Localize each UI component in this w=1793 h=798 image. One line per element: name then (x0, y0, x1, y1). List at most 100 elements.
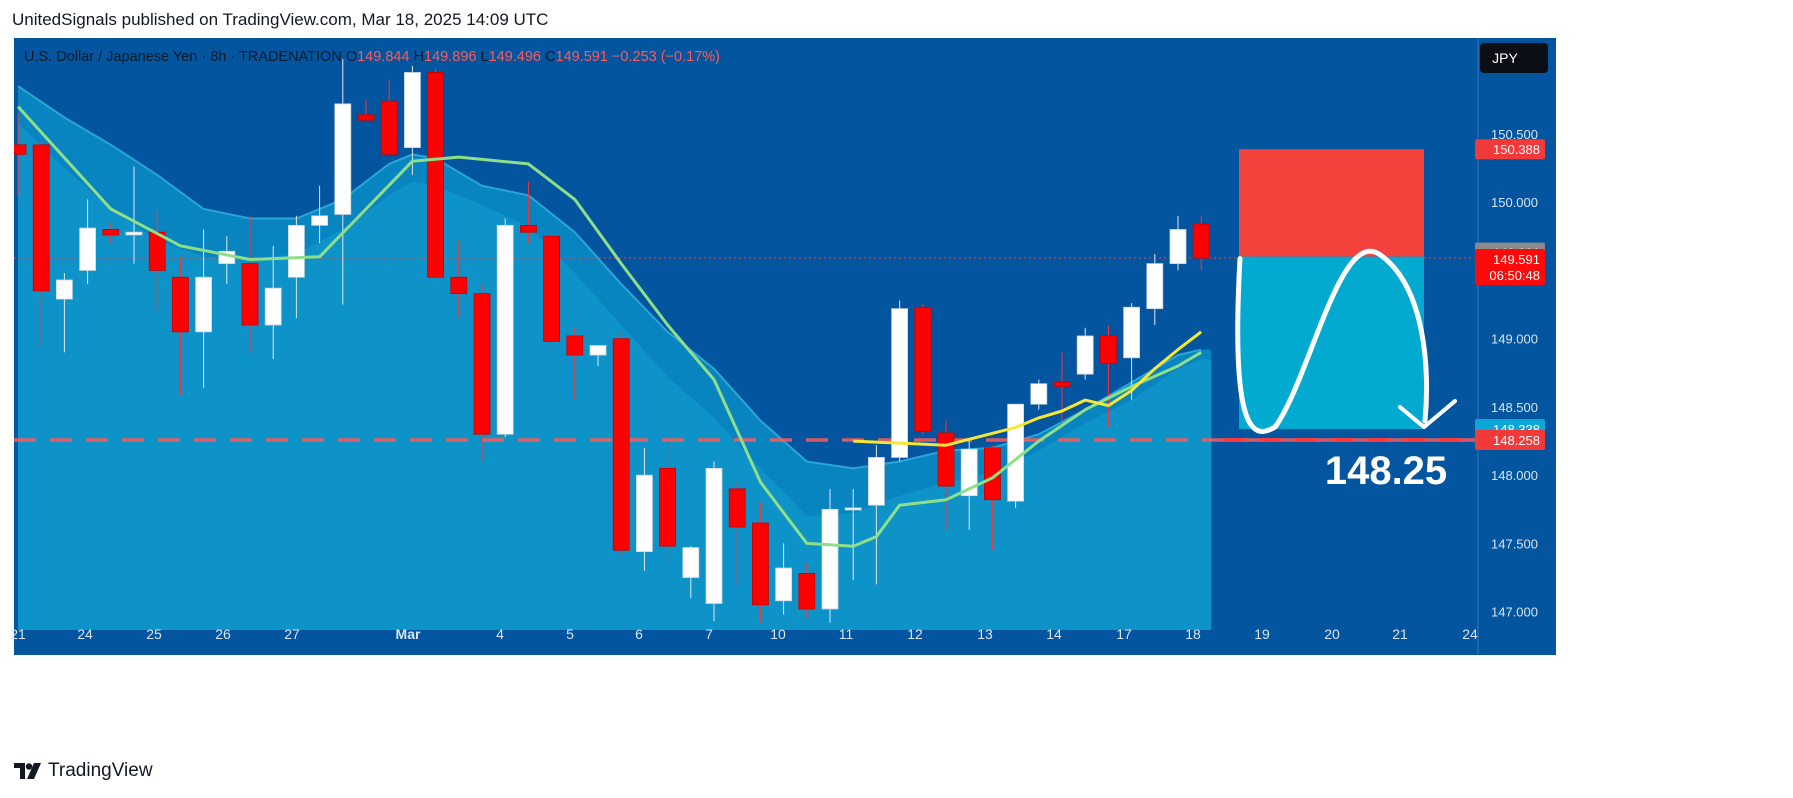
candle-body (682, 547, 700, 578)
candle-39 (914, 304, 932, 435)
countdown-label: 06:50:48 (1489, 268, 1540, 283)
candle-35 (821, 488, 839, 623)
candle-49 (1146, 254, 1164, 326)
x-tick-label: 7 (705, 626, 713, 642)
price-label-stop (1475, 139, 1545, 160)
chart-legend: U.S. Dollar / Japanese Yen · 8h · TRADEN… (24, 49, 720, 65)
candle-body (612, 338, 630, 551)
candle-body (937, 432, 955, 487)
candle-body (589, 345, 607, 356)
candle-32 (752, 502, 769, 623)
x-tick-label: 21 (1392, 626, 1408, 642)
candle-46 (1076, 327, 1094, 380)
candle-body (496, 224, 514, 435)
currency-button-bg (1480, 43, 1548, 73)
candle-body (287, 224, 305, 278)
candle-body (705, 467, 723, 604)
x-tick-label: 12 (907, 626, 923, 642)
candle-body (775, 567, 792, 602)
candle-8 (195, 229, 213, 388)
legend-o-label: O (346, 49, 357, 65)
candle-body (1123, 306, 1140, 359)
candle-24 (566, 327, 584, 401)
legend-h-value: 149.896 (424, 49, 480, 65)
candle-body (868, 457, 885, 506)
legend-l-value: 149.496 (489, 49, 545, 65)
candle-50 (1169, 215, 1187, 271)
ema-fast-line (853, 330, 1203, 447)
candle-14 (334, 58, 352, 305)
candle-body (79, 227, 96, 271)
candle-1 (32, 140, 50, 346)
candle-4 (102, 222, 120, 244)
candle-10 (241, 215, 259, 353)
currency-button-label: JPY (1492, 50, 1518, 66)
candle-body (334, 103, 352, 215)
legend-l-label: L (481, 49, 489, 65)
candle-28 (659, 441, 676, 564)
candle-body (566, 335, 584, 356)
candle-body (1053, 381, 1071, 387)
candle-body (1146, 263, 1164, 310)
candle-13 (311, 185, 329, 244)
candle-body (984, 447, 1001, 501)
candle-48 (1123, 303, 1140, 401)
candle-11 (264, 245, 282, 360)
candle-37 (868, 445, 885, 585)
candle-body (125, 231, 143, 236)
candle-body (960, 448, 978, 497)
x-tick-label: 4 (496, 626, 504, 642)
candle-7 (171, 256, 189, 397)
candle-body (357, 114, 375, 121)
currency-button[interactable]: JPY (1480, 43, 1548, 73)
price-label-current (1475, 248, 1545, 285)
candle-42 (984, 445, 1001, 551)
candle-3 (79, 199, 96, 285)
plot-area (14, 58, 1478, 631)
x-tick-label: 13 (977, 626, 993, 642)
x-tick-label: 24 (77, 626, 93, 642)
arrow-head-icon (1398, 399, 1457, 430)
legend-symbol: U.S. Dollar / Japanese Yen · 8h · TRADEN… (24, 49, 346, 65)
candle-body (1169, 229, 1187, 264)
curved-arrow (1235, 249, 1430, 434)
candle-body (195, 276, 213, 333)
candle-body (380, 100, 398, 155)
candle-body (798, 573, 816, 610)
candle-2 (56, 273, 73, 353)
candle-body (543, 235, 560, 342)
candle-31 (728, 482, 746, 585)
stop-loss-box (1239, 149, 1424, 257)
candle-body (914, 306, 932, 432)
candle-26 (612, 331, 630, 558)
candle-22 (520, 181, 537, 244)
price-label-text: 149.591 (1493, 252, 1540, 267)
candle-20 (473, 284, 491, 462)
candle-body (728, 488, 746, 528)
candle-19 (450, 240, 468, 319)
y-tick-label: 147.500 (1491, 536, 1538, 551)
candle-body (102, 229, 120, 236)
price-label-support (1475, 429, 1545, 450)
candle-body (56, 279, 73, 300)
candle-body (1007, 403, 1024, 502)
x-tick-label: 19 (1254, 626, 1270, 642)
candle-body (473, 293, 491, 435)
candle-5 (125, 166, 143, 264)
footer-brand[interactable]: TradingView (14, 760, 153, 782)
x-tick-label: 27 (284, 626, 300, 642)
candle-body (32, 144, 50, 292)
candle-30 (705, 461, 723, 622)
legend-change: −0.253 (−0.17%) (612, 49, 720, 65)
candle-16 (380, 79, 398, 155)
candle-47 (1100, 325, 1117, 428)
x-tick-label: 18 (1185, 626, 1201, 642)
legend-c-value: 149.591 (556, 49, 612, 65)
candle-body (1076, 335, 1094, 375)
candle-body (171, 276, 189, 333)
legend-h-label: H (414, 49, 424, 65)
candle-41 (960, 441, 978, 530)
y-tick-label: 149.000 (1491, 332, 1538, 347)
publisher-header: UnitedSignals published on TradingView.c… (12, 10, 549, 29)
